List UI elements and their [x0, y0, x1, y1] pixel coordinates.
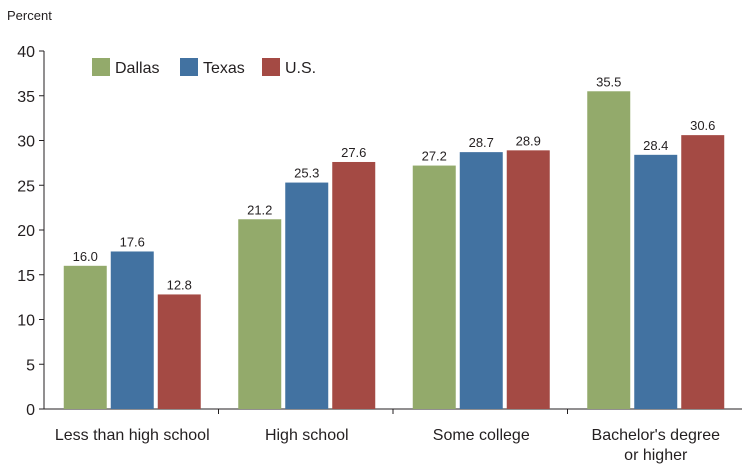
y-tick-label: 40 [17, 44, 35, 61]
category-label: Some college [433, 427, 530, 444]
y-tick-label: 15 [17, 268, 35, 285]
y-tick-label: 25 [17, 178, 35, 195]
bar [332, 161, 376, 409]
y-axis: 0 5 10 15 20 25 30 35 40 [17, 44, 45, 419]
legend-swatch [180, 58, 198, 76]
data-label: 25.3 [294, 166, 319, 181]
data-label: 27.2 [422, 149, 447, 164]
y-tick-label: 0 [26, 402, 35, 419]
bar [157, 294, 201, 409]
bar [412, 165, 456, 409]
legend-label: U.S. [285, 60, 316, 77]
bar [285, 182, 329, 409]
data-label: 35.5 [596, 74, 621, 89]
legend-swatch [92, 58, 110, 76]
data-label: 17.6 [120, 234, 145, 249]
bar [63, 265, 107, 409]
category-label: High school [265, 427, 349, 444]
y-tick-label: 5 [26, 357, 35, 374]
bar [506, 150, 550, 409]
bar [681, 135, 725, 409]
legend-swatch [262, 58, 280, 76]
category-label: Less than high school [55, 427, 210, 444]
y-axis-label: Percent [7, 8, 52, 23]
data-label: 27.6 [341, 145, 366, 160]
category-label: Bachelor's degree [592, 427, 721, 444]
category-label: or higher [624, 447, 688, 464]
bar [587, 91, 631, 410]
y-tick-label: 30 [17, 134, 35, 151]
y-tick-label: 20 [17, 223, 35, 240]
data-label: 28.9 [516, 133, 541, 148]
bar [238, 219, 282, 409]
data-label: 16.0 [73, 249, 98, 264]
bar [459, 152, 503, 409]
data-label: 28.7 [469, 135, 494, 150]
legend-label: Dallas [115, 60, 159, 77]
bar [634, 154, 678, 409]
data-label: 21.2 [247, 202, 272, 217]
legend-label: Texas [203, 60, 245, 77]
data-label: 12.8 [167, 277, 192, 292]
data-label: 28.4 [643, 138, 668, 153]
data-label: 30.6 [690, 118, 715, 133]
bar [110, 251, 154, 409]
y-tick-label: 10 [17, 313, 35, 330]
x-axis: Less than high school High school Some col… [44, 408, 742, 464]
y-tick-label: 35 [17, 89, 35, 106]
legend: Dallas Texas U.S. [92, 58, 316, 77]
bars: 16.0 17.6 12.8 21.2 25.3 27.6 27.2 28.7 28.9 35.5… [63, 74, 725, 410]
